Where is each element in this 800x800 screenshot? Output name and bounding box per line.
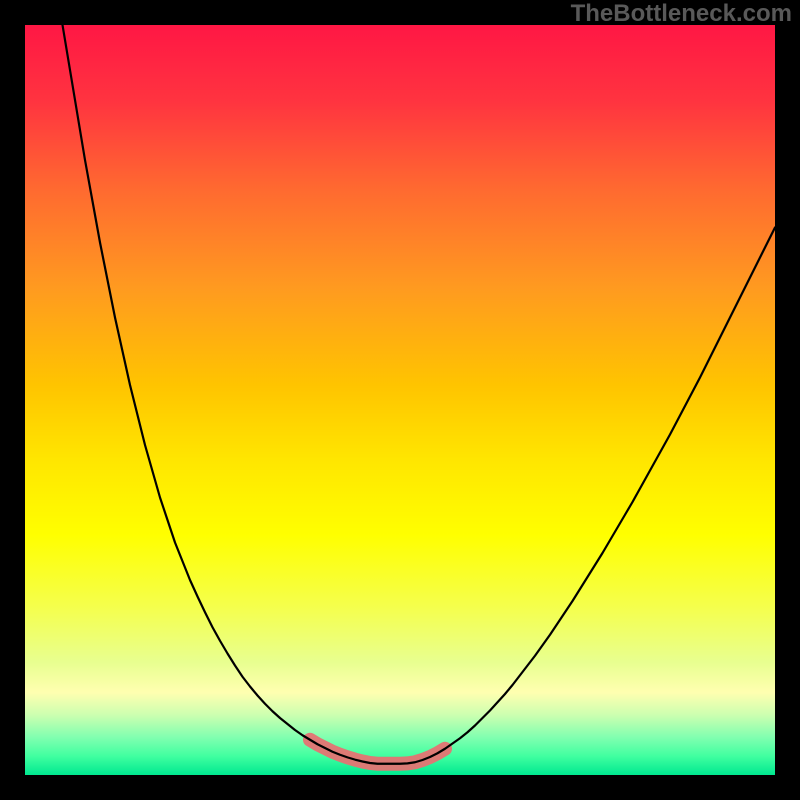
plot-svg — [25, 25, 775, 775]
gradient-background — [25, 25, 775, 775]
watermark-label: TheBottleneck.com — [571, 0, 792, 28]
chart-root: TheBottleneck.com — [0, 0, 800, 800]
plot-area — [25, 25, 775, 775]
